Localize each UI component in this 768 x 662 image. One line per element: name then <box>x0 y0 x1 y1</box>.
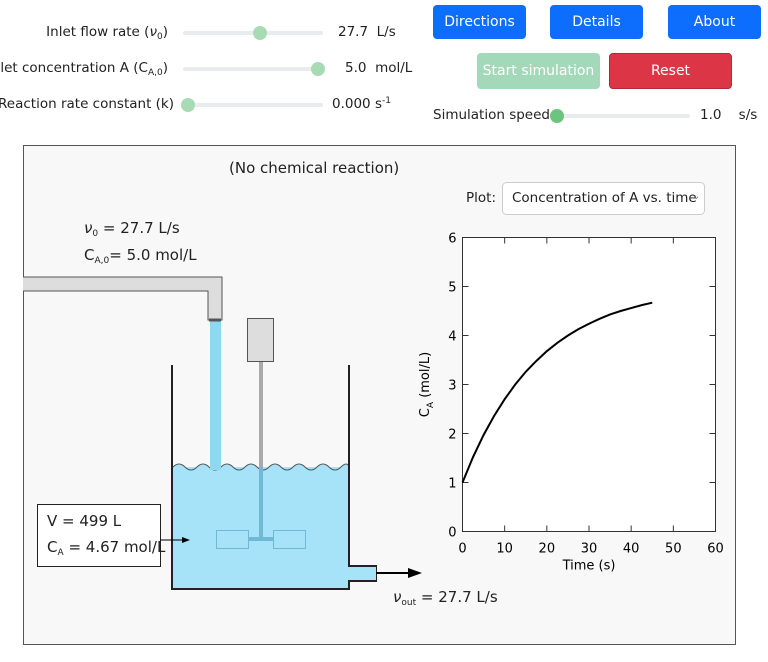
text: 27.7 <box>338 24 369 40</box>
impeller-blade <box>273 530 306 549</box>
reset-button[interactable]: Reset <box>609 53 732 89</box>
x-tick-label: 30 <box>581 542 598 557</box>
directions-button[interactable]: Directions <box>433 5 526 39</box>
y-tick-label: 5 <box>448 281 456 296</box>
impeller-blade <box>216 530 249 549</box>
x-tick-label: 20 <box>539 542 556 557</box>
diagram-title: (No chemical reaction) <box>229 159 400 177</box>
text: C <box>418 408 433 417</box>
slider-label: Simulation speed <box>433 107 550 123</box>
slider-value: 1.0 s/s <box>700 107 757 123</box>
slider[interactable] <box>181 98 323 112</box>
text: mol/L <box>375 60 413 76</box>
volume-label: V = 499 L <box>47 512 122 530</box>
shaft <box>259 362 263 467</box>
text: = 4.67 mol/L <box>68 538 166 556</box>
slider-knob[interactable] <box>311 62 325 76</box>
tank-conc-label: CA = 4.67 mol/L <box>47 538 165 558</box>
text: 0 <box>156 32 163 42</box>
x-tick-label: 10 <box>496 542 513 557</box>
text: C <box>47 538 58 556</box>
slider-knob[interactable] <box>181 98 195 112</box>
text: 0 <box>92 229 99 239</box>
slider-label: Reaction rate constant (k) <box>0 96 174 112</box>
slider[interactable] <box>183 26 323 40</box>
y-axis-label: CA (mol/L) <box>418 352 436 417</box>
slider-label: Inlet concentration A (CA,0) <box>0 60 168 78</box>
text: A,0 <box>147 68 163 78</box>
x-tick-label: 50 <box>665 542 682 557</box>
slider-value: 27.7 L/s <box>338 24 396 40</box>
inlet-stream <box>210 320 221 470</box>
slider-value: 0.000 s-1 <box>332 96 391 112</box>
y-tick-label: 0 <box>448 526 456 541</box>
plot-select[interactable] <box>502 182 705 215</box>
about-button[interactable]: About <box>668 5 761 39</box>
text: s <box>374 96 382 112</box>
select-caret: ⌄ <box>692 191 701 202</box>
slider[interactable] <box>550 109 690 123</box>
text: 1.0 <box>700 107 722 123</box>
y-tick-label: 3 <box>448 379 456 394</box>
x-tick-label: 60 <box>707 542 724 557</box>
text: A,0 <box>94 256 110 266</box>
text: out <box>401 598 417 608</box>
impeller-hub <box>248 537 273 541</box>
arrow-head <box>408 568 422 578</box>
text: (mol/L) <box>418 352 433 402</box>
inlet-conc-label: CA,0= 5.0 mol/L <box>84 246 197 266</box>
text: = 27.7 L/s <box>102 219 180 237</box>
text: ν <box>84 219 93 237</box>
plot-select-option[interactable]: Concentration of A vs. time <box>512 190 697 206</box>
text: -1 <box>382 96 391 106</box>
slider-knob[interactable] <box>253 26 267 40</box>
slider[interactable] <box>183 62 325 76</box>
text: Simulation speed <box>433 107 550 123</box>
start-button[interactable]: Start simulation <box>477 53 600 89</box>
text: ν <box>149 24 157 40</box>
text: ) <box>162 60 168 76</box>
tank <box>171 365 377 590</box>
details-button[interactable]: Details <box>550 5 643 39</box>
inlet-flow-label: ν0 = 27.7 L/s <box>84 219 180 239</box>
y-tick-label: 6 <box>448 232 456 247</box>
text: 5.0 <box>345 60 367 76</box>
x-tick-label: 40 <box>623 542 640 557</box>
text: Reaction rate constant (k) <box>0 96 174 112</box>
outlet-water <box>349 567 376 580</box>
text: Inlet flow rate ( <box>46 24 150 40</box>
data-line <box>461 301 653 483</box>
text: ν <box>393 588 402 606</box>
y-tick-label: 1 <box>448 477 456 492</box>
text: A <box>426 401 436 408</box>
x-tick-label: 0 <box>458 542 466 557</box>
text: ) <box>162 24 168 40</box>
text: s/s <box>738 107 758 123</box>
plot-frame <box>462 237 716 532</box>
text: 0.000 <box>332 96 371 112</box>
x-axis-label: Time (s) <box>562 559 616 574</box>
text: = 5.0 mol/L <box>109 246 197 264</box>
text: Inlet concentration A (C <box>0 60 148 76</box>
text: = 27.7 L/s <box>420 588 498 606</box>
plot-select-label: Plot: <box>466 190 496 206</box>
y-tick-label: 2 <box>448 428 456 443</box>
slider-label: Inlet flow rate (ν0) <box>46 24 168 42</box>
text: C <box>84 246 95 264</box>
outlet-label: νout = 27.7 L/s <box>393 588 498 608</box>
plot: 0 10 20 30 40 50 60 0 1 2 3 4 5 6 Time (s) CA (mol/L) <box>418 232 724 574</box>
text: A <box>57 548 64 558</box>
slider-value: 5.0 mol/L <box>345 60 412 76</box>
y-tick-label: 4 <box>448 330 456 345</box>
shaft-submerged <box>259 467 263 540</box>
tank-info-box <box>37 504 161 567</box>
pointer-head <box>182 537 190 543</box>
text: L/s <box>376 24 396 40</box>
motor <box>247 318 274 362</box>
slider-knob[interactable] <box>550 109 564 123</box>
